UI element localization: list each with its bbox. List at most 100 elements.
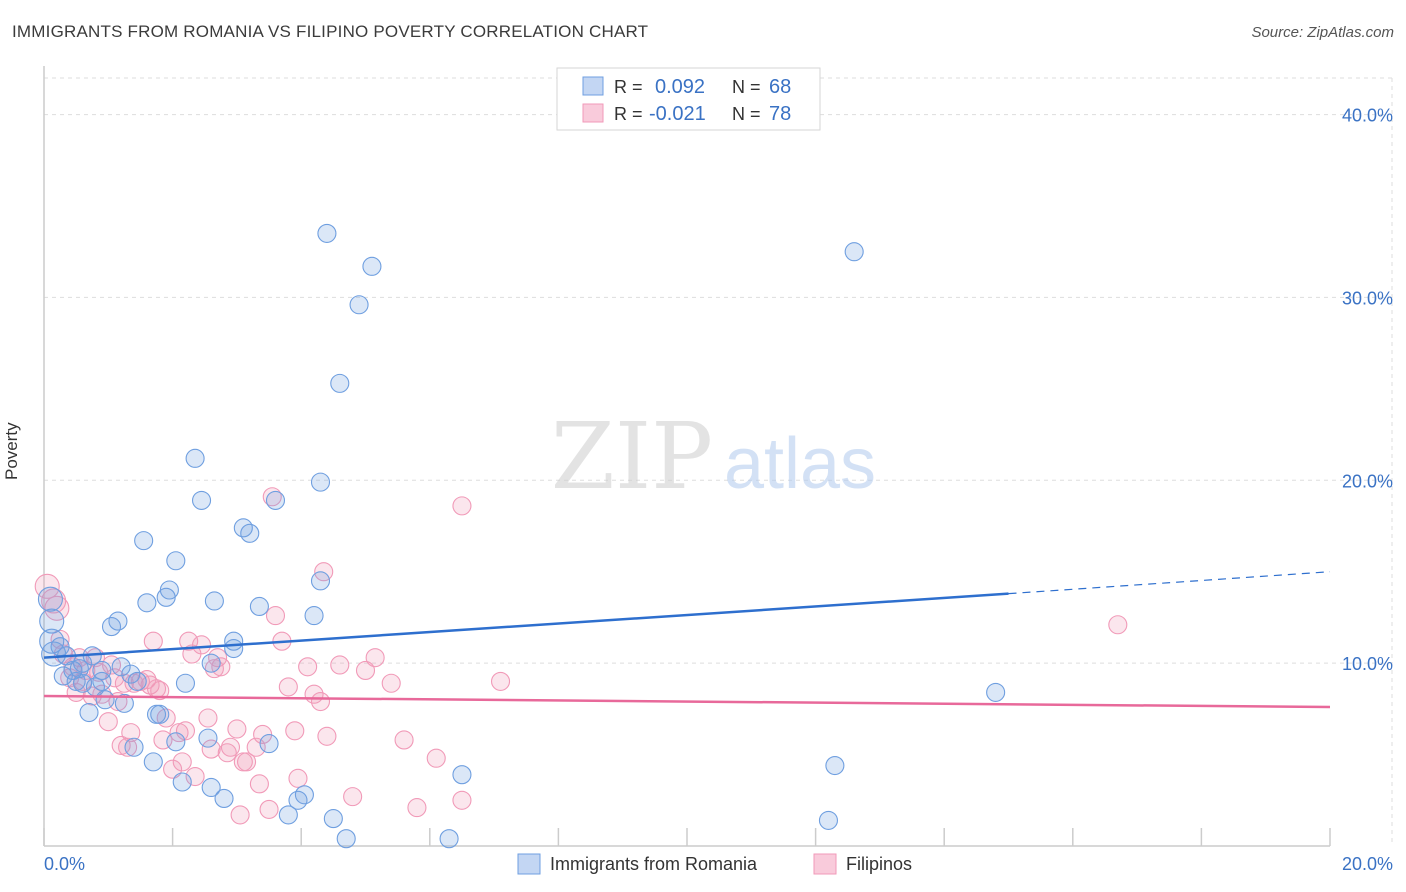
legend-r-value-romania: 0.092: [655, 76, 705, 98]
romania-point: [310, 472, 331, 492]
filipino-point: [262, 487, 282, 507]
romania-point: [265, 490, 286, 510]
bottom-legend-label-romania: Immigrants from Romania: [550, 854, 758, 874]
chart-source: Source: ZipAtlas.com: [1251, 24, 1394, 41]
filipino-point: [175, 721, 196, 741]
romania-point: [92, 660, 112, 681]
filipino-point: [156, 708, 176, 728]
romania-point: [288, 790, 308, 810]
romania-point: [69, 659, 89, 679]
watermark-atlas: atlas: [724, 424, 876, 504]
romania-point: [844, 242, 864, 262]
romania-point: [330, 373, 350, 393]
romania-point: [150, 704, 170, 724]
filipino-point: [44, 595, 70, 621]
filipino-point: [317, 726, 337, 746]
romania-point: [259, 734, 279, 754]
romania-point: [101, 617, 122, 637]
grid-lines: [44, 77, 1393, 846]
filipino-point: [204, 659, 224, 679]
tick-labels: 10.0% 20.0% 30.0% 40.0% 0.0% 20.0%: [44, 106, 1393, 874]
filipino-point: [407, 798, 427, 818]
filipino-point: [118, 737, 138, 757]
romania-point: [92, 671, 112, 691]
romania-point: [818, 810, 839, 830]
y-tick-label: 30.0%: [1342, 288, 1393, 308]
legend-swatch-romania: [582, 76, 604, 96]
filipino-point: [121, 723, 141, 743]
romania-point: [224, 638, 244, 659]
filipino-point: [394, 730, 414, 750]
filipino-point: [278, 677, 298, 697]
filipino-point: [220, 737, 241, 757]
legend-n-label-romania: N =: [732, 77, 761, 97]
filipino-point: [198, 708, 218, 728]
filipino-point: [490, 671, 511, 691]
filipino-point: [179, 631, 199, 651]
series-romania-points: [37, 223, 1006, 849]
bottom-legend-swatch-filipinos: [813, 853, 837, 875]
romania-point: [39, 608, 65, 634]
trend-lines: [43, 571, 1331, 709]
romania-point: [204, 591, 224, 611]
filipino-point: [211, 657, 231, 677]
romania-point: [53, 666, 73, 686]
x-tick-label: 20.0%: [1342, 854, 1393, 874]
filipino-point: [227, 719, 247, 739]
romania-point: [986, 682, 1006, 702]
chart-title: IMMIGRANTS FROM ROMANIA VS FILIPINO POVE…: [12, 22, 649, 41]
filipino-point: [217, 743, 237, 763]
filipino-point: [452, 496, 472, 516]
filipino-point: [355, 660, 376, 681]
romania-point: [278, 805, 298, 825]
romania-point: [73, 653, 93, 673]
bottom-legend-swatch-romania: [517, 853, 541, 875]
romania-point: [124, 737, 144, 757]
romania-point: [159, 580, 179, 600]
bottom-legend-label-filipinos: Filipinos: [846, 854, 912, 874]
romania-point: [127, 671, 147, 691]
romania-point: [240, 523, 260, 543]
romania-point: [37, 586, 63, 612]
romania-point: [108, 611, 128, 631]
romania-point: [249, 596, 269, 617]
romania-point: [310, 571, 331, 591]
y-tick-label: 40.0%: [1342, 106, 1393, 126]
filipino-point: [259, 799, 279, 819]
filipinos-trend-line: [43, 694, 1331, 709]
romania-point: [111, 657, 131, 677]
filipino-point: [98, 712, 118, 732]
romania-point: [201, 777, 221, 798]
romania-point: [41, 641, 67, 667]
filipino-point: [1108, 615, 1128, 635]
romania-point: [233, 518, 253, 538]
legend-n-value-romania: 68: [769, 76, 791, 98]
romania-point: [198, 728, 218, 748]
filipino-point: [163, 759, 183, 779]
filipino-point: [310, 691, 331, 712]
filipino-point: [34, 573, 60, 599]
axes: [43, 66, 1331, 847]
romania-point: [172, 772, 192, 792]
watermark: ZIP atlas: [551, 403, 876, 510]
filipino-point: [381, 673, 401, 693]
romania-point: [166, 551, 186, 571]
filipino-point: [298, 657, 318, 677]
filipino-point: [265, 606, 286, 626]
romania-point: [39, 628, 65, 654]
y-tick-label: 10.0%: [1342, 654, 1393, 674]
romania-point: [201, 653, 221, 673]
romania-point: [66, 671, 86, 691]
romania-point: [143, 752, 163, 772]
legend-swatch-filipinos: [582, 103, 604, 123]
filipino-point: [230, 805, 250, 825]
filipino-point: [201, 739, 221, 759]
filipino-point: [426, 748, 446, 768]
filipino-point: [343, 787, 363, 807]
filipino-point: [172, 752, 192, 772]
romania-point: [214, 788, 234, 809]
legend-r-label-romania: R =: [614, 77, 643, 97]
romania-point: [134, 531, 154, 551]
filipino-point: [288, 768, 308, 788]
